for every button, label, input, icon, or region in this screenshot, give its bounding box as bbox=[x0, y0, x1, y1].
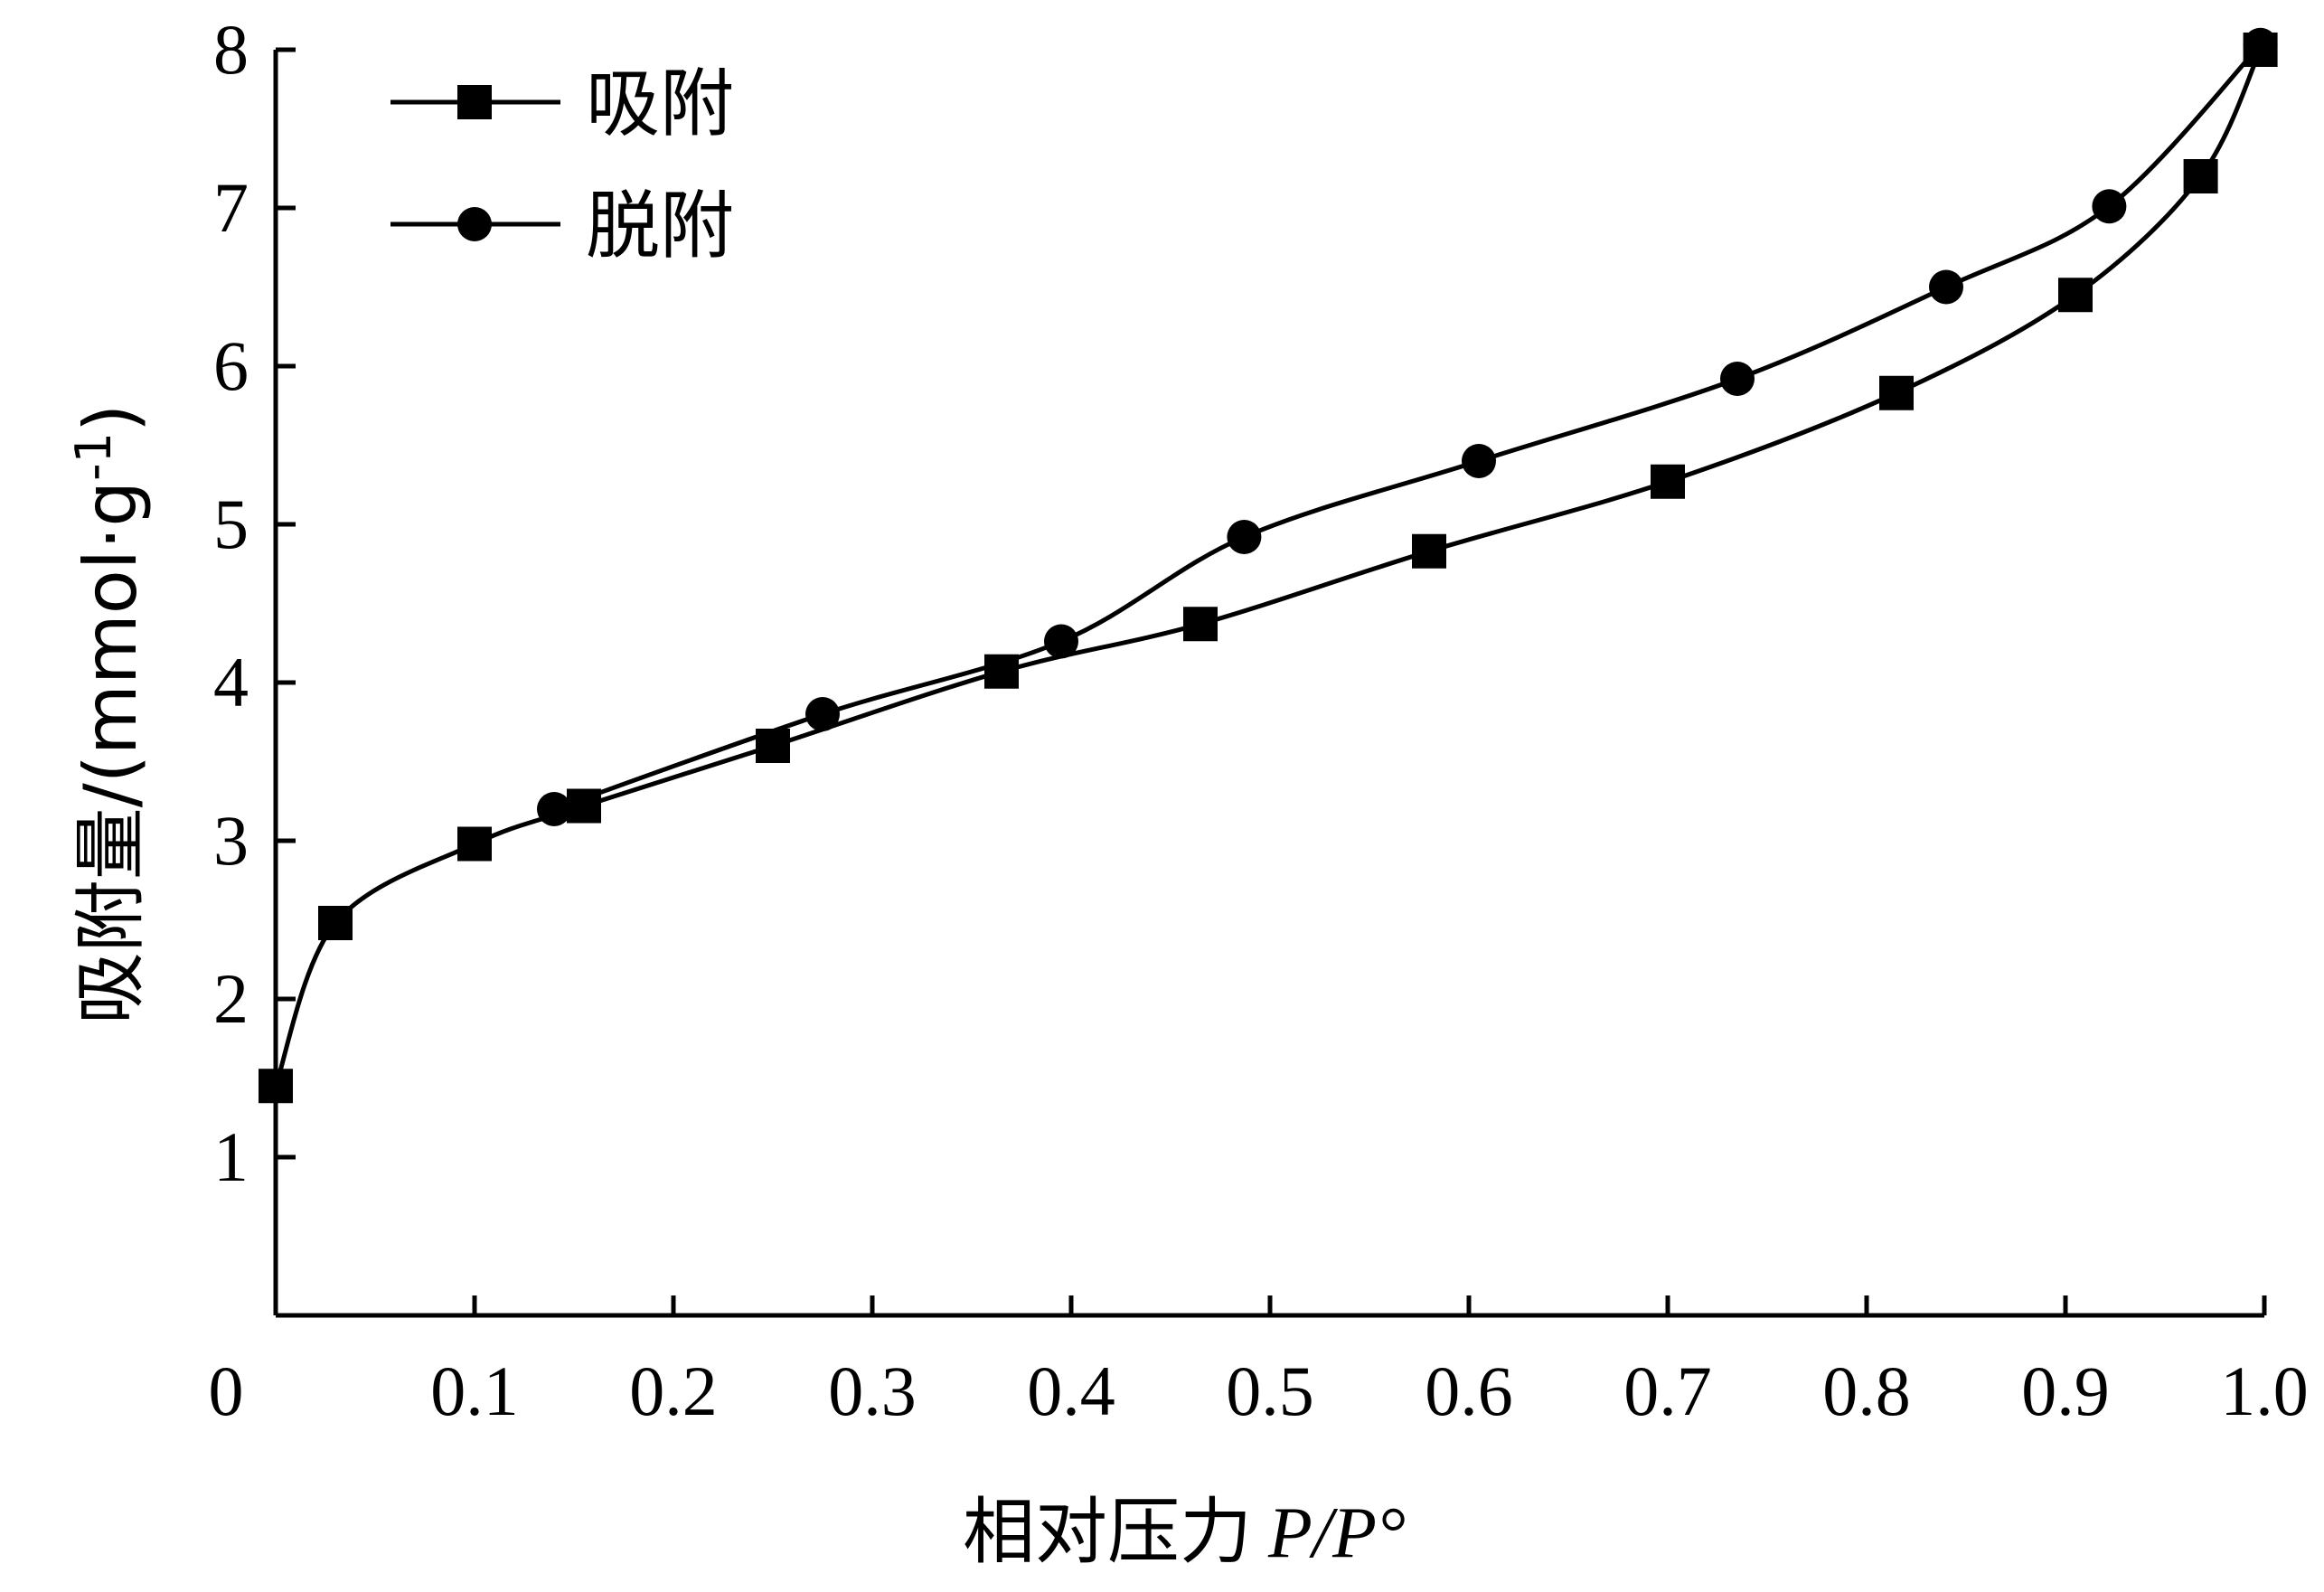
x-axis-title-prefix: 相对压力 bbox=[963, 1490, 1252, 1574]
data-point-circle bbox=[537, 792, 571, 826]
data-point-circle bbox=[1720, 362, 1755, 396]
data-point-square bbox=[1183, 607, 1218, 642]
legend-item: 吸附 bbox=[390, 61, 734, 147]
y-tick-label: 4 bbox=[213, 643, 249, 721]
data-point-square bbox=[1412, 533, 1446, 569]
data-point-circle bbox=[1227, 520, 1262, 554]
x-axis-title: 相对压力 P/P° bbox=[963, 1490, 1406, 1574]
legend-label: 吸附 bbox=[586, 61, 734, 147]
data-point-square bbox=[318, 906, 353, 940]
y-axis-title-sup: -1 bbox=[65, 432, 122, 481]
x-tick-label: 0.5 bbox=[1226, 1352, 1314, 1430]
x-tick-label: 0 bbox=[209, 1352, 244, 1430]
data-point-circle bbox=[1462, 444, 1496, 478]
series-circle bbox=[537, 27, 2278, 826]
x-axis-title-var2: P° bbox=[1331, 1493, 1406, 1573]
y-tick-label: 3 bbox=[213, 801, 249, 880]
x-tick-label: 0.6 bbox=[1425, 1352, 1513, 1430]
data-point-square bbox=[2183, 159, 2218, 193]
x-tick-label: 0.1 bbox=[430, 1352, 519, 1430]
data-point-square bbox=[259, 1069, 293, 1104]
y-axis-title: 吸附量/(mmol·g-1) bbox=[65, 404, 153, 1024]
axes: 0 0.1 0.2 0.3 0.4 0.5 0.6 0.7 0.8 0.9 1.0 1 2 3 4 5 6 7 8 bbox=[209, 10, 2309, 1430]
series-square bbox=[259, 33, 2278, 1104]
y-tick-label: 1 bbox=[213, 1117, 249, 1196]
legend-marker bbox=[457, 207, 492, 241]
data-point-square bbox=[1651, 464, 1685, 499]
series-line bbox=[553, 43, 2263, 812]
x-tick-label: 0.2 bbox=[629, 1352, 718, 1430]
x-tick-label: 0.4 bbox=[1027, 1352, 1115, 1430]
y-axis-title-main: 吸附量/(mmol·g bbox=[69, 481, 153, 1024]
x-tick-label: 0.9 bbox=[2021, 1352, 2110, 1430]
x-tick-label: 1.0 bbox=[2220, 1352, 2309, 1430]
legend-label: 脱附 bbox=[586, 184, 734, 269]
data-point-square bbox=[457, 826, 492, 862]
legend-marker bbox=[457, 85, 492, 119]
series-line bbox=[273, 48, 2263, 1088]
x-axis-title-var1: P bbox=[1267, 1493, 1313, 1573]
data-point-circle bbox=[805, 697, 840, 731]
data-point-circle bbox=[2243, 27, 2278, 62]
data-point-circle bbox=[1044, 624, 1078, 659]
y-tick-label: 8 bbox=[213, 10, 249, 89]
x-tick-label: 0.8 bbox=[1822, 1352, 1911, 1430]
y-tick-label: 2 bbox=[213, 959, 249, 1038]
data-point-square bbox=[1879, 375, 1914, 410]
x-tick-label: 0.3 bbox=[828, 1352, 917, 1430]
legend-item: 脱附 bbox=[390, 184, 734, 269]
data-point-circle bbox=[1929, 269, 1963, 305]
y-tick-label: 5 bbox=[213, 485, 249, 563]
series-layer bbox=[259, 27, 2278, 1104]
y-tick-label: 7 bbox=[213, 168, 249, 247]
y-axis-title-close: ) bbox=[69, 404, 153, 432]
data-point-circle bbox=[2092, 189, 2127, 224]
data-point-square bbox=[2058, 278, 2093, 313]
y-tick-label: 6 bbox=[213, 326, 249, 405]
x-tick-label: 0.7 bbox=[1623, 1352, 1712, 1430]
